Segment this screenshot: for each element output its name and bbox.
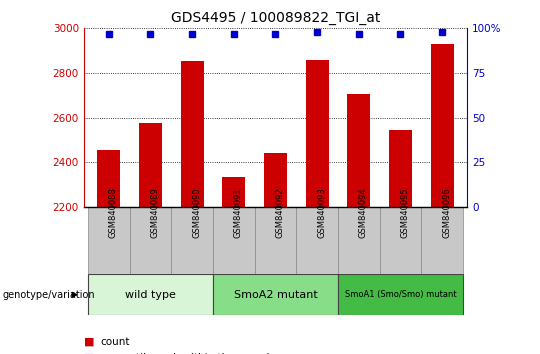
Bar [296, 207, 338, 274]
Bar [421, 207, 463, 274]
Bar [338, 207, 380, 274]
Bar [88, 207, 130, 274]
Bar [380, 207, 421, 274]
Bar [338, 274, 463, 315]
Title: GDS4495 / 100089822_TGI_at: GDS4495 / 100089822_TGI_at [171, 11, 380, 24]
Bar [88, 274, 213, 315]
Text: GSM840091: GSM840091 [234, 187, 242, 238]
Text: count: count [100, 337, 130, 347]
Bar [430, 44, 454, 207]
Text: GSM840095: GSM840095 [401, 187, 409, 238]
Text: SmoA2 mutant: SmoA2 mutant [233, 290, 318, 300]
Bar [222, 177, 245, 207]
Bar [347, 94, 370, 207]
Bar [171, 207, 213, 274]
Text: genotype/variation: genotype/variation [3, 290, 96, 300]
Text: GSM840090: GSM840090 [192, 187, 201, 238]
Text: ■: ■ [84, 337, 98, 347]
Text: wild type: wild type [125, 290, 176, 300]
Text: percentile rank within the sample: percentile rank within the sample [100, 353, 276, 354]
Text: GSM840088: GSM840088 [109, 187, 118, 238]
Bar [264, 154, 287, 207]
Bar [180, 61, 204, 207]
Text: ■: ■ [84, 353, 98, 354]
Bar [130, 207, 171, 274]
Text: GSM840092: GSM840092 [275, 187, 285, 238]
Text: GSM840089: GSM840089 [150, 187, 159, 238]
Bar [97, 150, 120, 207]
Bar [389, 130, 412, 207]
Text: GSM840096: GSM840096 [442, 187, 451, 238]
Text: GSM840094: GSM840094 [359, 187, 368, 238]
Bar [213, 207, 254, 274]
Bar [306, 59, 328, 207]
Bar [213, 274, 338, 315]
Bar [254, 207, 296, 274]
Text: GSM840093: GSM840093 [317, 187, 326, 238]
Text: SmoA1 (Smo/Smo) mutant: SmoA1 (Smo/Smo) mutant [345, 290, 456, 299]
Bar [139, 123, 162, 207]
